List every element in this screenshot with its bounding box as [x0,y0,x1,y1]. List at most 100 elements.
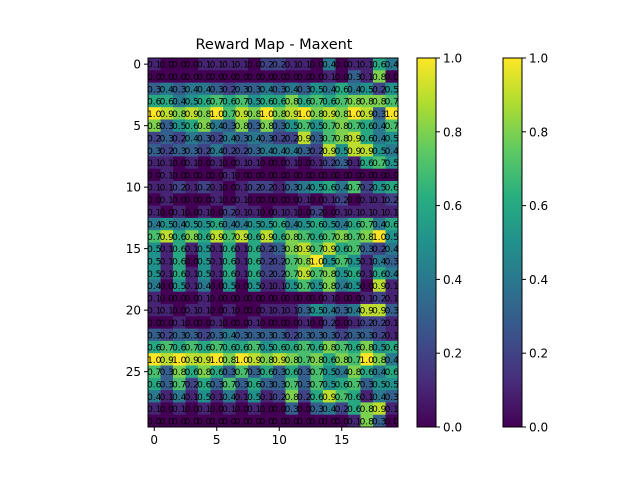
cell-value-label: 0.1 [285,208,299,218]
heatmap-cell [235,402,249,416]
heatmap-cell [323,94,336,108]
cell-value-label: 0.3 [247,331,261,341]
cell-value-label: 0.0 [260,417,275,427]
cell-value-label: 0.3 [272,122,286,132]
cell-value-label: 0.7 [147,233,161,243]
cell-value-label: 0.1 [360,270,374,280]
heatmap-cell [360,193,374,206]
cell-value-label: 0.1 [347,417,361,427]
cell-value-label: 0.2 [147,134,161,144]
colorbar-1: 0.0 0.2 0.4 0.6 0.8 1.0 [416,52,462,435]
cell-value-label: 0.1 [172,319,186,329]
heatmap-cell [248,94,261,108]
heatmap-cell [148,217,161,231]
cell-value-label: 0.7 [210,344,224,354]
heatmap-cell [148,340,161,354]
heatmap-cell [348,377,361,391]
cell-value-label: 0.4 [335,368,350,378]
cell-value-label: 0.4 [147,221,162,231]
cell-value-label: 0.9 [210,233,225,243]
heatmap-cell [335,353,349,366]
heatmap-cell [335,94,349,108]
cell-value-label: 0.0 [372,171,387,181]
cell-value-label: 0.8 [285,393,300,403]
heatmap-cell [248,230,261,243]
cell-value-label: 0.8 [185,233,200,243]
heatmap-cell [360,353,374,366]
cell-value-label: 0.0 [310,417,325,427]
cell-value-label: 0.9 [322,393,337,403]
heatmap-cell [173,304,186,317]
heatmap-cell [148,365,161,379]
heatmap-cell [298,377,311,391]
cell-value-label: 0.5 [310,307,324,317]
y-axis: 0 5 10 15 20 25 [126,58,148,379]
heatmap-cell [198,279,211,293]
heatmap-cell [248,365,261,379]
cell-value-label: 0.3 [260,134,274,144]
cell-value-label: 0.9 [322,147,337,157]
heatmap-cell [273,414,286,428]
cell-value-label: 0.5 [347,257,361,267]
heatmap-cell [298,267,311,280]
cell-value-label: 0.0 [160,208,175,218]
cell-value-label: 0.1 [322,73,336,83]
heatmap-cell [273,353,286,366]
heatmap-cell [335,377,349,391]
cell-value-label: 0.1 [347,61,361,71]
heatmap-cell [248,193,261,206]
heatmap-cell [385,230,399,243]
heatmap-cell [373,131,386,145]
cell-value-label: 0.2 [310,147,324,157]
cell-value-label: 0.8 [310,356,325,366]
heatmap-cell [348,291,361,305]
heatmap-cell [235,279,249,293]
cell-value-label: 0.3 [322,331,336,341]
cell-value-label: 0.4 [385,147,400,157]
heatmap-cell [298,94,311,108]
cell-value-label: 0.1 [372,208,386,218]
heatmap-cell [373,353,386,366]
heatmap-cell [260,254,274,268]
cell-value-label: 0.1 [260,393,274,403]
heatmap-cell [298,254,311,268]
cell-value-label: 0.1 [272,307,286,317]
heatmap-cell [298,144,311,157]
heatmap-cell [348,94,361,108]
cell-value-label: 0.8 [260,356,275,366]
cell-value-label: 0.6 [260,368,275,378]
cell-value-label: 0.1 [185,245,199,255]
heatmap-cell [185,94,199,108]
heatmap-cell [173,316,186,329]
cell-value-label: 0.0 [235,73,250,83]
cell-value-label: 0.1 [147,405,161,415]
heatmap-cell [373,304,386,317]
heatmap-cell [235,340,249,354]
heatmap-cell [323,217,336,231]
cell-value-label: 0.1 [247,405,261,415]
cell-value-label: 0.0 [347,294,362,304]
cell-value-label: 0.0 [260,208,275,218]
cell-value-label: 0.2 [197,331,211,341]
heatmap-cell [260,181,274,194]
heatmap-cell [348,340,361,354]
cell-value-label: 0.5 [322,257,336,267]
heatmap-cell [210,107,224,120]
cell-value-label: 0.6 [197,233,212,243]
cell-value-label: 0.0 [297,159,312,169]
heatmap-cell [260,144,274,157]
cell-value-label: 0.0 [272,405,287,415]
heatmap-cell [373,168,386,182]
cell-value-label: 0.5 [222,282,236,292]
cell-value-label: 0.6 [222,344,237,354]
cell-value-label: 0.5 [385,85,399,95]
cell-value-label: 0.0 [185,61,200,71]
cell-value-label: 0.0 [185,257,200,267]
cell-value-label: 0.6 [385,184,400,194]
cell-value-label: 0.4 [385,356,400,366]
heatmap-cell [373,340,386,354]
cell-value-label: 0.8 [260,122,275,132]
heatmap-cell [335,217,349,231]
cell-value-label: 0.1 [385,319,399,329]
cell-value-label: 0.3 [197,134,211,144]
